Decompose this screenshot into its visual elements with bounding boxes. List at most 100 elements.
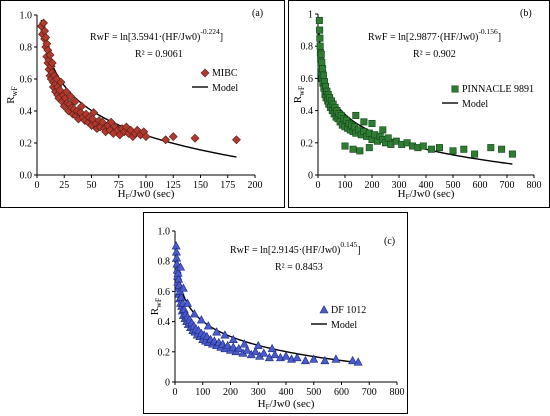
x-axis-label-sub: F <box>266 403 270 411</box>
legend-model-label: Model <box>212 83 238 94</box>
data-point <box>196 315 206 324</box>
x-tick-label: 700 <box>362 387 377 398</box>
data-point <box>66 92 76 102</box>
model-equation: RwF = ln[3.5941·(HF/Jw0)-0.224] <box>90 27 223 43</box>
data-point <box>228 334 238 344</box>
x-tick-label: 100 <box>139 180 154 191</box>
equation-suffix: ] <box>357 245 360 256</box>
data-point <box>300 355 310 365</box>
data-point <box>56 77 66 87</box>
x-tick-label: 100 <box>338 180 353 191</box>
y-tick-label: 0.6 <box>20 75 33 86</box>
data-point <box>317 50 325 58</box>
panel-label: (c) <box>384 236 395 247</box>
y-tick-label: 1.0 <box>20 11 33 22</box>
model-equation: RwF = ln[2.9877·(HF/Jw0)-0.156] <box>368 27 501 43</box>
data-point <box>189 309 199 318</box>
equation-exponent: -0.224 <box>200 27 220 36</box>
y-tick-label: 0.8 <box>20 43 33 54</box>
x-tick-label: 500 <box>446 180 461 191</box>
x-axis-label: HF/Jw0 (sec) <box>258 398 315 411</box>
data-point <box>161 135 171 145</box>
data-point <box>356 147 364 155</box>
r-squared-label: R² = 0.9061 <box>135 49 183 60</box>
data-point <box>259 348 269 357</box>
data-point <box>341 142 349 150</box>
x-axis-label-main: H <box>118 188 126 200</box>
data-point <box>379 126 387 134</box>
x-axis-label: HF/Jw0 (sec) <box>118 188 175 201</box>
data-point <box>316 34 324 42</box>
y-axis-label: RwF <box>5 86 19 104</box>
data-point <box>309 354 319 363</box>
x-tick-label: 600 <box>334 387 349 398</box>
y-axis-label: RwF <box>149 297 163 315</box>
data-point <box>176 292 186 301</box>
y-tick-label: 0.2 <box>20 139 33 150</box>
y-tick-label: 0.8 <box>301 42 314 53</box>
data-point <box>267 343 277 353</box>
data-point <box>319 65 327 73</box>
legend-marker <box>200 68 210 78</box>
data-point <box>242 345 252 354</box>
x-tick-label: 400 <box>279 387 294 398</box>
data-point <box>250 346 260 356</box>
x-tick-label: 25 <box>59 180 69 191</box>
y-tick-label: 0 <box>308 171 313 182</box>
x-tick-label: 200 <box>365 180 380 191</box>
panel-label: (b) <box>520 8 532 19</box>
data-point <box>427 145 435 153</box>
data-point <box>182 298 192 307</box>
data-point <box>384 134 392 142</box>
data-point <box>320 355 330 365</box>
data-point <box>178 283 188 292</box>
data-point <box>348 355 358 365</box>
x-tick-label: 75 <box>114 180 124 191</box>
equation-exponent: -0.156 <box>478 27 498 36</box>
data-point <box>292 352 302 362</box>
data-points <box>171 241 363 366</box>
data-point <box>368 119 376 127</box>
y-tick-label: 1 <box>308 10 313 21</box>
data-point <box>270 349 280 359</box>
data-point <box>212 327 222 336</box>
y-axis-label: RwF <box>292 85 306 103</box>
model-curve <box>175 250 356 363</box>
data-point <box>419 142 427 150</box>
x-tick-label: 300 <box>251 387 266 398</box>
data-point <box>349 145 357 153</box>
equation-main: RwF = ln[2.9145·(HF/Jw0) <box>230 245 340 256</box>
data-point <box>106 117 116 127</box>
data-point <box>316 42 324 50</box>
x-axis-label: HF/Jw0 (sec) <box>398 188 455 201</box>
y-tick-label: 0.6 <box>301 74 314 85</box>
data-point <box>39 18 48 28</box>
x-tick-label: 125 <box>166 180 181 191</box>
data-point <box>141 132 151 142</box>
data-point <box>352 111 360 119</box>
equation-suffix: ] <box>498 32 501 43</box>
data-point <box>281 351 291 360</box>
x-axis-label-main: H <box>258 398 266 410</box>
data-point <box>318 58 326 66</box>
chart-panel-2: 0 100 200 300 400 500 600 700 800 0 0.2 0.4 0.6 0.8 1 R… <box>288 0 550 208</box>
data-point <box>89 108 99 118</box>
x-tick-label: 100 <box>195 387 210 398</box>
data-point <box>220 330 230 339</box>
data-point <box>70 96 80 106</box>
data-point <box>253 340 263 350</box>
legend: DF 1012 Model <box>311 305 366 331</box>
panel-border <box>143 212 408 414</box>
data-point <box>190 133 200 143</box>
x-tick-label: 175 <box>220 180 235 191</box>
legend: MIBC Model <box>192 68 238 94</box>
x-tick-label: 50 <box>87 180 97 191</box>
data-point <box>97 117 107 127</box>
data-point <box>319 71 327 79</box>
legend: PINNACLE 9891 Model <box>442 84 534 110</box>
data-point <box>471 150 479 158</box>
data-point <box>353 357 363 366</box>
data-point <box>460 145 468 153</box>
chart-panel-3: 0 100 200 300 400 500 600 700 800 0 0.2 0.4 0.6 0.8 1.… <box>143 212 408 414</box>
data-point <box>62 87 71 97</box>
